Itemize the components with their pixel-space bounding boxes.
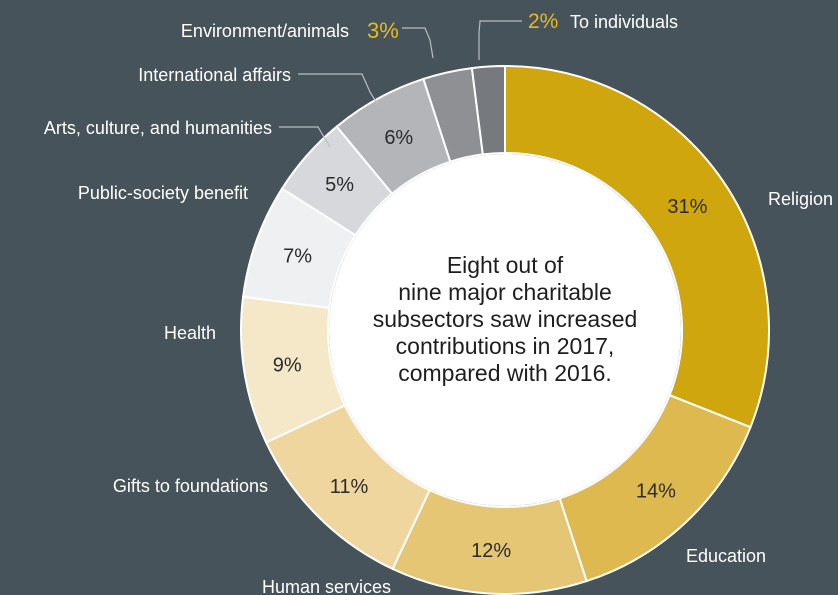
slice-religion	[504, 64, 770, 429]
category-label-gifts-to-foundations: Gifts to foundations	[113, 476, 268, 496]
value-label: 12%	[471, 540, 511, 562]
center-callout-line: compared with 2016.	[398, 360, 612, 386]
value-label: 31%	[667, 196, 707, 218]
center-callout: Eight out of nine major charitable subse…	[330, 252, 680, 387]
category-label-education: Education	[686, 546, 766, 566]
category-label-international-affairs: International affairs	[138, 65, 291, 85]
center-callout-line: Eight out of	[446, 252, 564, 278]
value-label: 11%	[330, 476, 369, 498]
category-label-arts-culture-and-humanities: Arts, culture, and humanities	[44, 118, 272, 138]
value-label: 6%	[384, 127, 413, 149]
slice-to-individuals	[470, 64, 506, 156]
leader-international-affairs	[298, 73, 379, 106]
value-label: 2%	[528, 10, 558, 33]
value-label: 3%	[367, 18, 399, 43]
value-label: 5%	[325, 174, 354, 196]
category-label-religion: Religion	[768, 189, 833, 209]
category-label-public-society-benefit: Public-society benefit	[78, 183, 248, 203]
leader-environment-animals	[402, 27, 434, 59]
leader-to-individuals	[478, 20, 522, 60]
value-label: 14%	[636, 481, 676, 503]
category-label-human-services: Human services	[262, 577, 391, 595]
donut-hole	[329, 154, 681, 506]
value-label: 9%	[273, 354, 302, 376]
center-callout-line: nine major charitable	[398, 279, 612, 305]
leader-arts-culture-humanities	[279, 126, 331, 148]
center-callout-line: contributions in 2017,	[395, 333, 615, 359]
category-label-health: Health	[164, 323, 216, 343]
center-callout-line: subsectors saw increased	[372, 306, 638, 332]
category-label-to-individuals: To individuals	[570, 12, 678, 32]
category-label-environment-animals: Environment/animals	[181, 21, 349, 41]
value-label: 7%	[283, 245, 312, 267]
